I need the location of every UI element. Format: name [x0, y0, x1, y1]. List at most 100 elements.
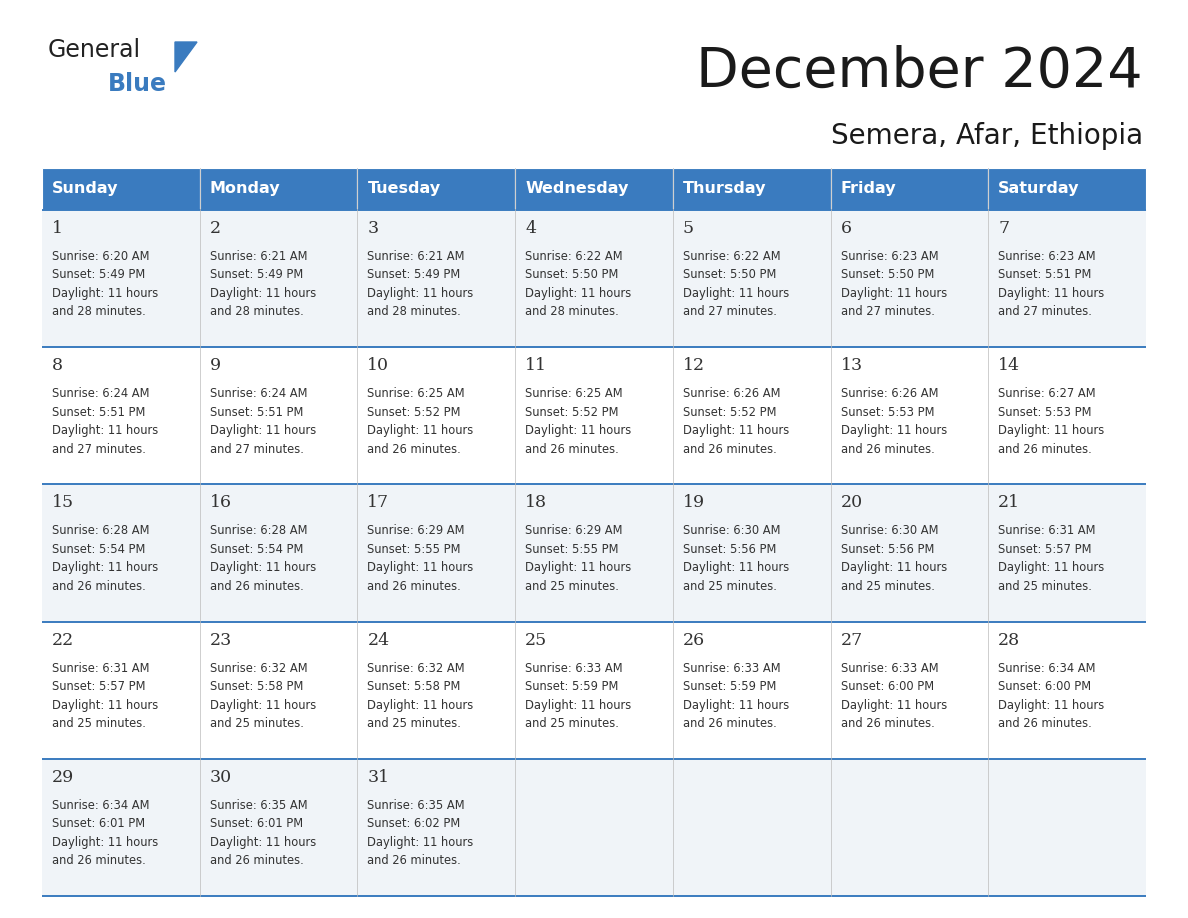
Bar: [672, 168, 830, 210]
Text: Daylight: 11 hours: Daylight: 11 hours: [841, 424, 947, 437]
Text: 14: 14: [998, 357, 1020, 375]
Text: and 26 minutes.: and 26 minutes.: [367, 580, 461, 593]
Text: Sunrise: 6:25 AM: Sunrise: 6:25 AM: [367, 387, 465, 400]
Text: Sunset: 5:51 PM: Sunset: 5:51 PM: [210, 406, 303, 419]
Text: and 25 minutes.: and 25 minutes.: [525, 580, 619, 593]
Text: Daylight: 11 hours: Daylight: 11 hours: [210, 699, 316, 711]
Text: Daylight: 11 hours: Daylight: 11 hours: [52, 424, 158, 437]
Text: Sunrise: 6:33 AM: Sunrise: 6:33 AM: [525, 662, 623, 675]
Text: Sunset: 5:59 PM: Sunset: 5:59 PM: [525, 680, 619, 693]
Text: 8: 8: [52, 357, 63, 375]
Text: 7: 7: [998, 220, 1010, 237]
Text: 19: 19: [683, 495, 704, 511]
Text: Sunrise: 6:25 AM: Sunrise: 6:25 AM: [525, 387, 623, 400]
Bar: [42, 759, 1146, 896]
Text: Saturday: Saturday: [998, 182, 1080, 196]
Text: 29: 29: [52, 768, 74, 786]
Text: 5: 5: [683, 220, 694, 237]
Text: Daylight: 11 hours: Daylight: 11 hours: [998, 699, 1105, 711]
Text: Daylight: 11 hours: Daylight: 11 hours: [52, 835, 158, 849]
Text: Sunset: 5:57 PM: Sunset: 5:57 PM: [52, 680, 145, 693]
Text: 4: 4: [525, 220, 536, 237]
Text: and 28 minutes.: and 28 minutes.: [52, 306, 146, 319]
Text: Sunset: 5:59 PM: Sunset: 5:59 PM: [683, 680, 776, 693]
Text: Sunrise: 6:30 AM: Sunrise: 6:30 AM: [841, 524, 939, 537]
Text: Sunrise: 6:29 AM: Sunrise: 6:29 AM: [367, 524, 465, 537]
Text: 31: 31: [367, 768, 390, 786]
Bar: [42, 210, 1146, 347]
Text: Daylight: 11 hours: Daylight: 11 hours: [367, 287, 474, 300]
Text: Daylight: 11 hours: Daylight: 11 hours: [52, 562, 158, 575]
Text: and 27 minutes.: and 27 minutes.: [841, 306, 935, 319]
Text: Sunset: 5:58 PM: Sunset: 5:58 PM: [210, 680, 303, 693]
Text: Daylight: 11 hours: Daylight: 11 hours: [52, 699, 158, 711]
Text: Monday: Monday: [210, 182, 280, 196]
Text: Sunrise: 6:26 AM: Sunrise: 6:26 AM: [841, 387, 939, 400]
Text: Sunset: 5:51 PM: Sunset: 5:51 PM: [52, 406, 145, 419]
Text: Daylight: 11 hours: Daylight: 11 hours: [841, 562, 947, 575]
Text: Daylight: 11 hours: Daylight: 11 hours: [525, 699, 631, 711]
Text: and 26 minutes.: and 26 minutes.: [841, 717, 934, 730]
Polygon shape: [175, 42, 197, 72]
Text: Sunset: 5:49 PM: Sunset: 5:49 PM: [52, 268, 145, 282]
Text: Sunrise: 6:21 AM: Sunrise: 6:21 AM: [367, 250, 465, 263]
Text: Daylight: 11 hours: Daylight: 11 hours: [841, 287, 947, 300]
Text: Sunset: 5:52 PM: Sunset: 5:52 PM: [367, 406, 461, 419]
Text: and 26 minutes.: and 26 minutes.: [683, 717, 777, 730]
Text: Daylight: 11 hours: Daylight: 11 hours: [210, 287, 316, 300]
Text: Sunrise: 6:22 AM: Sunrise: 6:22 AM: [525, 250, 623, 263]
Text: 25: 25: [525, 632, 548, 649]
Text: Daylight: 11 hours: Daylight: 11 hours: [367, 835, 474, 849]
Text: Daylight: 11 hours: Daylight: 11 hours: [525, 287, 631, 300]
Text: Daylight: 11 hours: Daylight: 11 hours: [998, 424, 1105, 437]
Text: Sunrise: 6:30 AM: Sunrise: 6:30 AM: [683, 524, 781, 537]
Text: and 27 minutes.: and 27 minutes.: [210, 442, 304, 455]
Text: Sunset: 5:53 PM: Sunset: 5:53 PM: [998, 406, 1092, 419]
Text: Sunrise: 6:35 AM: Sunrise: 6:35 AM: [210, 799, 308, 812]
Text: 30: 30: [210, 768, 232, 786]
Text: Sunrise: 6:23 AM: Sunrise: 6:23 AM: [998, 250, 1095, 263]
Text: Daylight: 11 hours: Daylight: 11 hours: [367, 699, 474, 711]
Text: Thursday: Thursday: [683, 182, 766, 196]
Text: 23: 23: [210, 632, 232, 649]
Text: Sunset: 6:00 PM: Sunset: 6:00 PM: [841, 680, 934, 693]
Text: and 26 minutes.: and 26 minutes.: [52, 580, 146, 593]
Text: 3: 3: [367, 220, 379, 237]
Text: Sunset: 5:55 PM: Sunset: 5:55 PM: [525, 543, 619, 556]
Text: 17: 17: [367, 495, 390, 511]
Text: Daylight: 11 hours: Daylight: 11 hours: [210, 562, 316, 575]
Text: 27: 27: [841, 632, 862, 649]
Text: and 28 minutes.: and 28 minutes.: [210, 306, 303, 319]
Text: and 27 minutes.: and 27 minutes.: [998, 306, 1092, 319]
Text: 1: 1: [52, 220, 63, 237]
Text: December 2024: December 2024: [696, 45, 1143, 99]
Text: Daylight: 11 hours: Daylight: 11 hours: [52, 287, 158, 300]
Text: Daylight: 11 hours: Daylight: 11 hours: [683, 562, 789, 575]
Text: Sunrise: 6:28 AM: Sunrise: 6:28 AM: [210, 524, 308, 537]
Text: Tuesday: Tuesday: [367, 182, 441, 196]
Bar: [830, 168, 988, 210]
Text: Sunset: 5:56 PM: Sunset: 5:56 PM: [841, 543, 934, 556]
Text: Sunrise: 6:27 AM: Sunrise: 6:27 AM: [998, 387, 1095, 400]
Text: Sunrise: 6:32 AM: Sunrise: 6:32 AM: [367, 662, 465, 675]
Text: Sunrise: 6:34 AM: Sunrise: 6:34 AM: [52, 799, 150, 812]
Text: Daylight: 11 hours: Daylight: 11 hours: [210, 424, 316, 437]
Text: Sunday: Sunday: [52, 182, 119, 196]
Text: and 27 minutes.: and 27 minutes.: [683, 306, 777, 319]
Text: and 25 minutes.: and 25 minutes.: [52, 717, 146, 730]
Text: Sunset: 6:00 PM: Sunset: 6:00 PM: [998, 680, 1092, 693]
Text: Sunrise: 6:28 AM: Sunrise: 6:28 AM: [52, 524, 150, 537]
Bar: [200, 168, 358, 210]
Text: Sunrise: 6:26 AM: Sunrise: 6:26 AM: [683, 387, 781, 400]
Text: Daylight: 11 hours: Daylight: 11 hours: [683, 424, 789, 437]
Text: 21: 21: [998, 495, 1020, 511]
Text: Blue: Blue: [108, 72, 168, 96]
Text: 22: 22: [52, 632, 74, 649]
Text: Sunrise: 6:34 AM: Sunrise: 6:34 AM: [998, 662, 1095, 675]
Text: 24: 24: [367, 632, 390, 649]
Text: Daylight: 11 hours: Daylight: 11 hours: [210, 835, 316, 849]
Text: 15: 15: [52, 495, 74, 511]
Text: Sunset: 5:55 PM: Sunset: 5:55 PM: [367, 543, 461, 556]
Text: and 28 minutes.: and 28 minutes.: [525, 306, 619, 319]
Text: 20: 20: [841, 495, 862, 511]
